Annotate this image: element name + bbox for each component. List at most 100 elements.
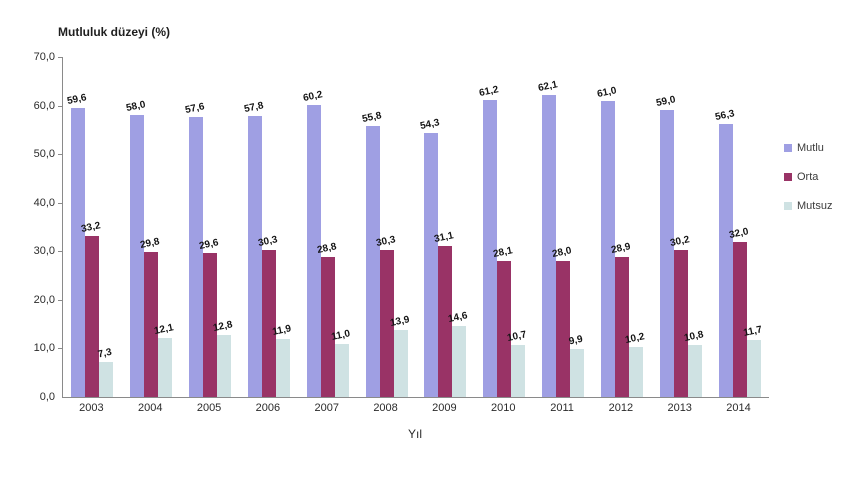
value-label: 61,0 <box>596 84 618 100</box>
value-label: 57,6 <box>184 101 206 117</box>
y-axis-tick-mark <box>58 57 63 58</box>
bar-mutlu-2014: 56,3 <box>714 108 735 397</box>
bar-group-2006: 57,8 30,3 11,9 <box>239 57 298 397</box>
x-axis-tick-label: 2007 <box>314 402 339 414</box>
bar-mutlu-2013: 59,0 <box>655 95 676 397</box>
legend-swatch-icon <box>784 202 792 210</box>
y-axis-tick-label: 30,0 <box>33 245 55 258</box>
value-label: 10,2 <box>624 331 646 347</box>
bar-orta-2011: 28,0 <box>551 245 573 397</box>
bar-orta-2004: 29,8 <box>139 236 161 397</box>
bar-mutlu-2004: 58,0 <box>125 100 147 397</box>
legend-label: Mutsuz <box>797 200 833 212</box>
bar-mutsuz-2012: 10,2 <box>624 332 645 397</box>
y-axis-tick-label: 0,0 <box>39 391 55 403</box>
bar-mutsuz-2011: 9,9 <box>568 334 585 397</box>
bar-group-2011: 62,1 28,0 9,9 <box>534 57 593 397</box>
x-axis-tick-label: 2004 <box>138 402 163 414</box>
value-label: 60,2 <box>301 88 324 104</box>
value-label: 10,7 <box>506 329 528 345</box>
bar-group-2004: 58,0 29,8 12,1 <box>122 57 181 397</box>
value-label: 57,8 <box>243 100 265 116</box>
value-label: 55,8 <box>360 110 383 126</box>
bar-orta-2012: 28,9 <box>610 241 631 397</box>
bar-mutlu-2010: 61,2 <box>478 84 500 397</box>
value-label: 7,3 <box>97 346 114 360</box>
value-label: 28,8 <box>315 241 338 257</box>
bar-group-2008: 55,8 30,3 13,9 <box>357 57 416 397</box>
bar-mutlu-2003: 59,6 <box>67 92 88 397</box>
bar-group-2014: 56,3 32,0 11,7 <box>710 57 769 397</box>
value-label: 54,3 <box>419 117 441 133</box>
y-axis-tick-mark <box>58 251 63 253</box>
bar-mutsuz-2009: 14,6 <box>448 310 469 397</box>
y-axis-tick-mark <box>58 348 63 350</box>
bar-mutsuz-2006: 11,9 <box>271 323 292 397</box>
value-label: 29,6 <box>198 237 220 253</box>
value-label: 11,7 <box>741 324 763 340</box>
legend-label: Mutlu <box>797 142 824 154</box>
bar-mutlu-2009: 54,3 <box>420 117 441 397</box>
chart-title: Mutluluk düzeyi (%) <box>58 25 170 39</box>
legend-label: Orta <box>797 171 819 183</box>
y-axis-tick-label: 60,0 <box>33 99 55 112</box>
bar-mutlu-2011: 62,1 <box>537 80 559 397</box>
value-label: 9,9 <box>567 333 584 348</box>
bar-group-2013: 59,0 30,2 10,8 <box>651 57 710 397</box>
bar-mutsuz-2008: 13,9 <box>389 314 410 397</box>
plot-area: 59,6 33,2 7,3 58,0 29,8 12,1 57,6 29,6 12,8 57,8 3… <box>34 51 769 403</box>
x-axis-tick-label: 2009 <box>432 402 457 414</box>
y-axis-tick-mark <box>58 105 63 107</box>
x-axis-tick-label: 2013 <box>667 402 692 414</box>
value-label: 59,6 <box>66 91 88 107</box>
legend-swatch-icon <box>784 144 792 152</box>
y-axis-tick-label: 20,0 <box>33 293 55 306</box>
bar-orta-2009: 31,1 <box>434 230 455 397</box>
bar-mutlu-2012: 61,0 <box>596 85 617 397</box>
x-axis-tick-label: 2010 <box>490 402 516 414</box>
bar-orta-2007: 28,8 <box>316 241 337 397</box>
value-label: 28,0 <box>551 245 573 261</box>
legend-item-orta: Orta <box>784 171 832 183</box>
bar-group-2007: 60,2 28,8 11,0 <box>298 57 357 397</box>
value-label: 61,2 <box>478 83 500 99</box>
y-axis-tick-mark <box>58 299 63 301</box>
x-axis-tick-label: 2006 <box>255 402 281 414</box>
bar-group-2003: 59,6 33,2 7,3 <box>63 57 122 397</box>
bar-mutlu-2006: 57,8 <box>243 100 264 397</box>
value-label: 11,9 <box>271 323 293 339</box>
value-label: 29,8 <box>139 236 161 252</box>
bar-mutsuz-2005: 12,8 <box>212 319 234 397</box>
x-axis-tick-label: 2008 <box>373 402 398 414</box>
bar-mutsuz-2013: 10,8 <box>683 329 704 397</box>
bar-orta-2010: 28,1 <box>492 245 514 397</box>
y-axis-tick-label: 40,0 <box>33 196 55 209</box>
bar-mutsuz-2010: 10,7 <box>506 329 528 397</box>
y-axis-tick-mark <box>58 202 63 204</box>
value-label: 59,0 <box>654 94 677 110</box>
bar-mutlu-2005: 57,6 <box>184 101 206 397</box>
legend-swatch-icon <box>784 173 792 181</box>
value-label: 31,1 <box>433 230 455 245</box>
bar-mutlu-2007: 60,2 <box>302 89 323 397</box>
bar-orta-2014: 32,0 <box>728 226 749 397</box>
legend: Mutlu Orta Mutsuz <box>784 142 832 212</box>
value-label: 58,0 <box>125 99 147 115</box>
bar-groups: 59,6 33,2 7,3 58,0 29,8 12,1 57,6 29,6 12,8 57,8 3… <box>63 57 769 397</box>
y-axis-tick-label: 70,0 <box>33 51 55 63</box>
value-label: 30,2 <box>668 234 691 250</box>
y-axis-tick-label: 10,0 <box>33 342 55 355</box>
bar-orta-2013: 30,2 <box>669 235 690 397</box>
x-axis-tick-label: 2011 <box>550 402 574 414</box>
x-axis-tick-label: 2012 <box>608 402 634 414</box>
bar-group-2005: 57,6 29,6 12,8 <box>181 57 240 397</box>
bar-mutsuz-2014: 11,7 <box>742 324 763 397</box>
bar-group-2009: 54,3 31,1 14,6 <box>416 57 475 397</box>
bar-group-2010: 61,2 28,1 10,7 <box>475 57 534 397</box>
bar-orta-2006: 30,3 <box>257 234 278 397</box>
x-axis-title: Yıl <box>407 427 422 441</box>
bar-mutsuz-2007: 11,0 <box>330 328 351 397</box>
bar-orta-2003: 33,2 <box>81 220 102 397</box>
bar-mutsuz-2003: 7,3 <box>97 346 114 397</box>
